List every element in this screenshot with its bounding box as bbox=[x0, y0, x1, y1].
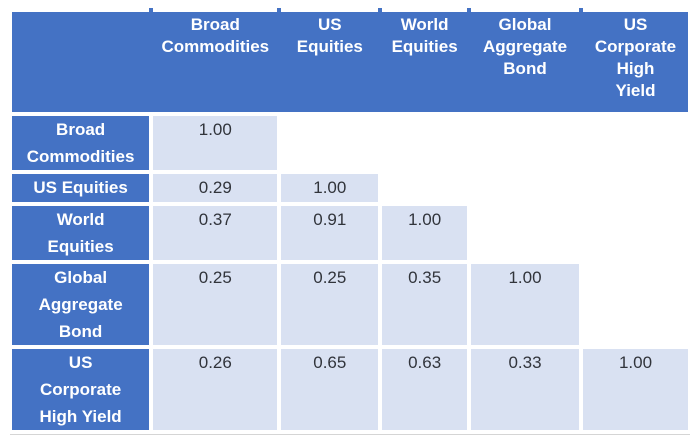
matrix-cell: 0.91 bbox=[277, 202, 383, 264]
column-header-us-corporate-high-yield: US Corporate High Yield bbox=[579, 8, 692, 116]
blank-cell bbox=[579, 202, 692, 264]
row-header-world-equities: World Equities bbox=[7, 202, 154, 264]
matrix-cell: 0.29 bbox=[149, 170, 282, 206]
blank-cell bbox=[579, 260, 692, 349]
blank-cell bbox=[378, 112, 472, 174]
correlation-matrix-table: Broad Commodities US Equities World Equi… bbox=[7, 8, 692, 434]
matrix-cell: 1.00 bbox=[149, 112, 282, 174]
table-row: Broad Commodities 1.00 bbox=[7, 112, 692, 174]
table-row: US Equities 0.29 1.00 bbox=[7, 170, 692, 206]
row-header-global-aggregate-bond: Global Aggregate Bond bbox=[7, 260, 154, 349]
corner-cell bbox=[7, 8, 154, 116]
matrix-cell: 0.25 bbox=[277, 260, 383, 349]
matrix-cell: 1.00 bbox=[579, 345, 692, 434]
matrix-cell: 0.63 bbox=[378, 345, 472, 434]
matrix-cell: 0.35 bbox=[378, 260, 472, 349]
matrix-cell: 0.26 bbox=[149, 345, 282, 434]
table-row: Global Aggregate Bond 0.25 0.25 0.35 1.0… bbox=[7, 260, 692, 349]
row-header-broad-commodities: Broad Commodities bbox=[7, 112, 154, 174]
blank-cell bbox=[467, 170, 583, 206]
blank-cell bbox=[378, 170, 472, 206]
blank-cell bbox=[579, 112, 692, 174]
matrix-cell: 1.00 bbox=[277, 170, 383, 206]
blank-cell bbox=[277, 112, 383, 174]
column-header-world-equities: World Equities bbox=[378, 8, 472, 116]
matrix-cell: 0.33 bbox=[467, 345, 583, 434]
blank-cell bbox=[467, 112, 583, 174]
matrix-cell: 0.25 bbox=[149, 260, 282, 349]
matrix-cell: 0.65 bbox=[277, 345, 383, 434]
matrix-cell: 1.00 bbox=[378, 202, 472, 264]
column-header-us-equities: US Equities bbox=[277, 8, 383, 116]
blank-cell bbox=[467, 202, 583, 264]
column-header-global-aggregate-bond: Global Aggregate Bond bbox=[467, 8, 583, 116]
table-row: World Equities 0.37 0.91 1.00 bbox=[7, 202, 692, 264]
row-header-us-corporate-high-yield: US Corporate High Yield bbox=[7, 345, 154, 434]
row-header-us-equities: US Equities bbox=[7, 170, 154, 206]
matrix-cell: 1.00 bbox=[467, 260, 583, 349]
column-header-broad-commodities: Broad Commodities bbox=[149, 8, 282, 116]
blank-cell bbox=[579, 170, 692, 206]
table-row: US Corporate High Yield 0.26 0.65 0.63 0… bbox=[7, 345, 692, 434]
matrix-cell: 0.37 bbox=[149, 202, 282, 264]
table-bottom-edge bbox=[10, 434, 690, 435]
